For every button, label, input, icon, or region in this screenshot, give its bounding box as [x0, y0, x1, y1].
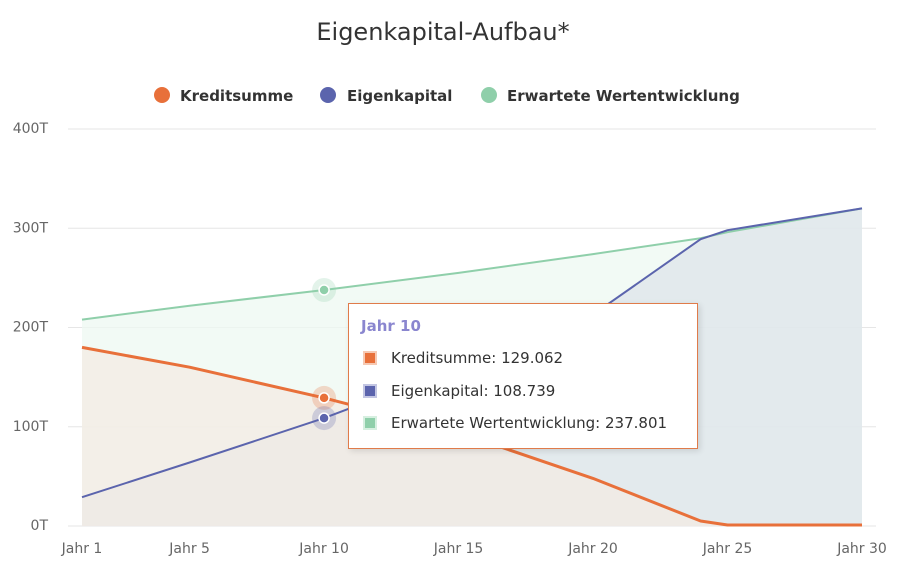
tooltip-row-wertentwicklung: Erwartete Wertentwicklung: 237.801 [363, 412, 667, 434]
marker-kreditsumme [318, 392, 330, 404]
legend-item-eigenkapital[interactable]: Eigenkapital [320, 87, 452, 105]
x-tick-label: Jahr 15 [433, 541, 484, 557]
line-erwartete-wertentwicklung [81, 207, 863, 321]
tooltip-text-kreditsumme: Kreditsumme: 129.062 [391, 349, 564, 367]
x-tick-label: Jahr 20 [567, 541, 618, 557]
legend-item-kreditsumme[interactable]: Kreditsumme [154, 87, 293, 105]
y-tick-label: 400T [13, 121, 49, 137]
legend-marker-eigenkapital [320, 87, 336, 103]
area-kreditsumme [82, 347, 862, 526]
y-tick-label: 300T [13, 220, 49, 236]
y-axis-ticks: 0T 100T 200T 300T 400T [13, 121, 49, 534]
legend-label-kreditsumme: Kreditsumme [180, 87, 293, 105]
y-tick-label: 0T [31, 518, 49, 534]
tooltip-swatch-eigenkapital [363, 384, 377, 398]
tooltip-row-eigenkapital: Eigenkapital: 108.739 [363, 380, 555, 402]
legend-marker-kreditsumme [154, 87, 170, 103]
x-tick-label: Jahr 1 [61, 541, 103, 557]
line-kreditsumme [81, 345, 862, 527]
tooltip-swatch-wertentwicklung [363, 416, 377, 430]
chart-title: Eigenkapital-Aufbau* [316, 18, 569, 46]
y-tick-label: 100T [13, 419, 49, 435]
x-tick-label: Jahr 10 [298, 541, 349, 557]
tooltip-swatch-kreditsumme [363, 351, 377, 365]
tooltip-text-wertentwicklung: Erwartete Wertentwicklung: 237.801 [391, 414, 668, 432]
x-tick-label: Jahr 25 [702, 541, 753, 557]
marker-erwartete-wertentwicklung [318, 284, 330, 296]
x-axis-ticks: Jahr 1 Jahr 5 Jahr 10 Jahr 15 Jahr 20 Jahr 25… [61, 541, 887, 557]
legend-label-eigenkapital: Eigenkapital [347, 87, 452, 105]
legend-marker-wertentwicklung [481, 87, 497, 103]
tooltip-title: Jahr 10 [361, 317, 421, 335]
x-tick-label: Jahr 30 [836, 541, 887, 557]
y-tick-label: 200T [13, 320, 49, 336]
tooltip-text-eigenkapital: Eigenkapital: 108.739 [391, 382, 556, 400]
legend-item-wertentwicklung[interactable]: Erwartete Wertentwicklung [481, 87, 740, 105]
marker-eigenkapital [318, 412, 330, 424]
tooltip: Jahr 10 Kreditsumme: 129.062 Eigenkapita… [348, 303, 698, 449]
hover-markers [312, 277, 337, 431]
tooltip-row-kreditsumme: Kreditsumme: 129.062 [363, 347, 563, 369]
x-tick-label: Jahr 5 [168, 541, 210, 557]
legend-label-wertentwicklung: Erwartete Wertentwicklung [507, 87, 740, 105]
legend: Kreditsumme Eigenkapital Erwartete Werte… [154, 87, 740, 105]
